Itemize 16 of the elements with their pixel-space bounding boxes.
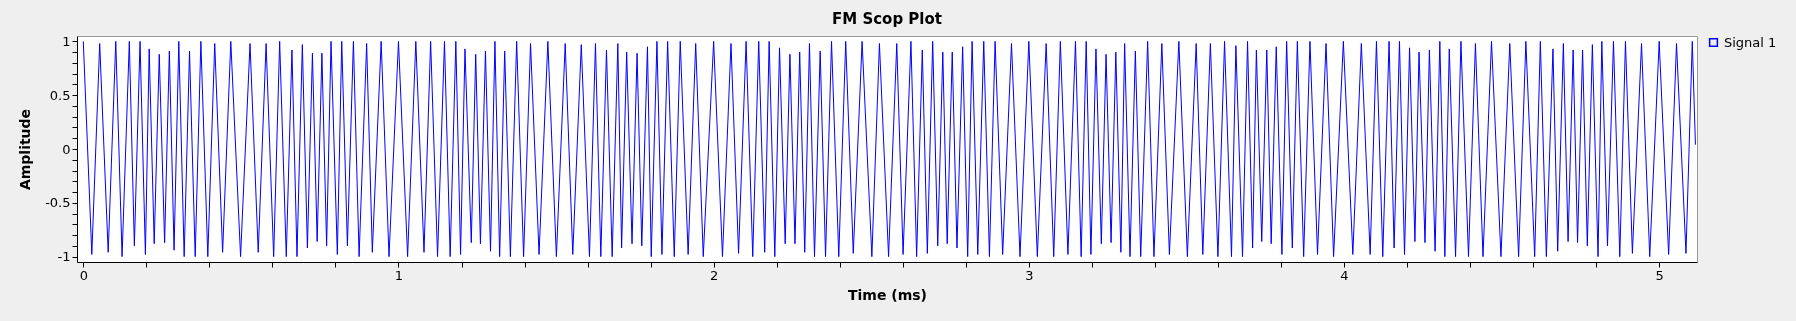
line-series xyxy=(82,40,1696,258)
y-tick-label: -0.5 xyxy=(45,195,71,211)
legend-label: Signal 1 xyxy=(1724,34,1777,50)
x-tick-label: 0 xyxy=(79,267,88,283)
x-tick-label: 4 xyxy=(1340,267,1349,283)
y-tick-label: -1 xyxy=(57,249,71,265)
y-tick-label: 1 xyxy=(62,33,71,49)
x-axis-title: Time (ms) xyxy=(847,286,928,303)
chart-title: FM Scop Plot xyxy=(832,10,942,29)
y-axis-title: Amplitude xyxy=(17,108,34,191)
x-tick-label: 2 xyxy=(710,267,719,283)
y-tick-label: 0.5 xyxy=(49,87,71,103)
x-tick-label: 1 xyxy=(394,267,404,283)
y-tick-label: 0 xyxy=(62,141,71,157)
x-tick-label: 3 xyxy=(1025,267,1034,283)
x-tick-label: 5 xyxy=(1655,267,1664,283)
